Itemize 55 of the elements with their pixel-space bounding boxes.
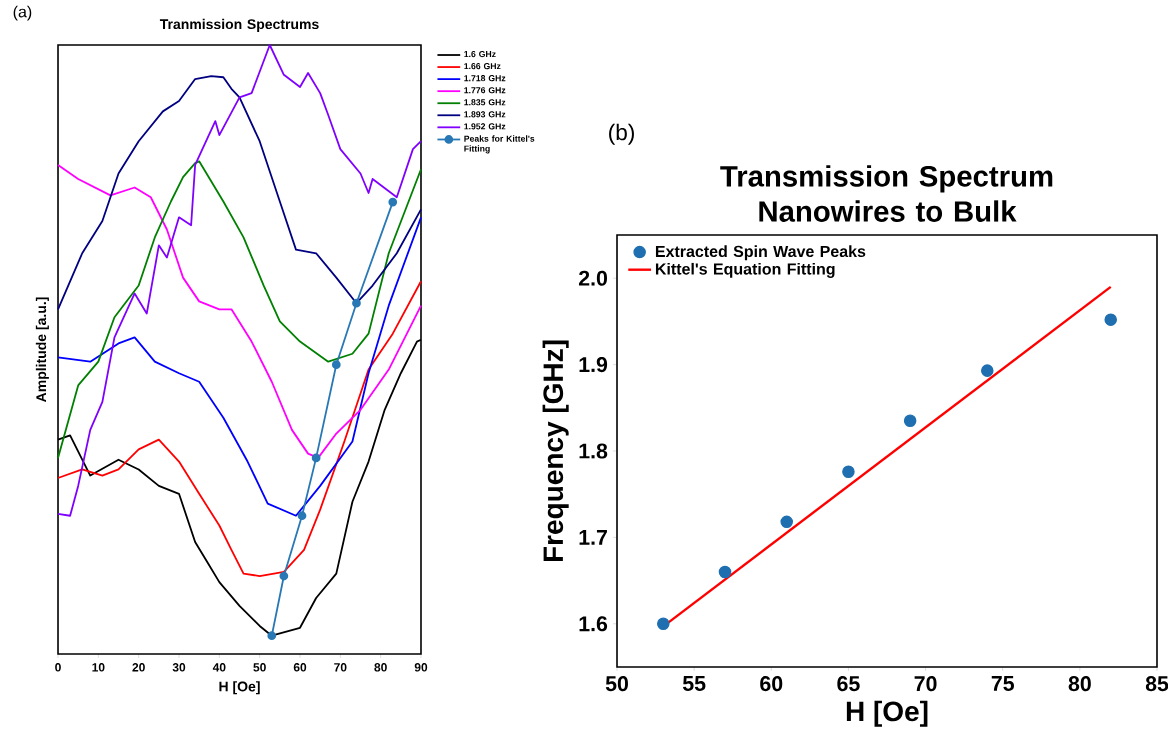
point [780,515,793,529]
x-tick-label: 70 [334,663,347,672]
legend-label: 1.66 GHz [464,63,501,70]
x-axis-title: H [Oe] [846,700,928,727]
chart-title: Tranmission Spectrums [159,18,319,32]
y-tick-label: 1.8 [579,443,608,459]
point [842,465,855,478]
x-tick-label: 10 [92,663,105,672]
point [388,197,398,207]
x-tick-label: 30 [172,663,186,672]
y-tick-label: 2.0 [578,270,608,286]
chart-title: Transmission Spectrum Nanowires to Bulk [720,165,1053,222]
x-tick-label: 40 [212,663,226,672]
y-axis-title: Frequency [GHz] [542,340,569,562]
x-tick-label: 65 [837,676,860,692]
point [297,511,307,521]
y-tick-label: 1.6 [579,616,608,632]
x-tick-label: 0 [55,663,61,672]
legend-label: 1.718 GHz [464,75,506,82]
x-tick-label: 50 [605,676,628,692]
point [311,453,321,463]
legend-label: Extracted Spin Wave Peaks [655,245,866,261]
point [267,631,277,641]
legend-label: 1.952 GHz [464,123,506,130]
point [903,414,917,428]
x-tick-label: 75 [991,676,1014,691]
x-tick-label: 60 [293,663,307,672]
text: (b) [609,123,634,145]
text: (a) [13,5,32,21]
x-tick-label: 60 [760,676,783,692]
point [718,565,732,579]
legend-label: 1.835 GHz [464,99,506,106]
y-axis-title: Amplitude [a.u.] [35,297,49,403]
x-axis-title: H [Oe] [219,681,260,695]
legend-label: 1.893 GHz [464,111,506,118]
x-tick-label: 50 [253,663,266,672]
point [981,364,994,377]
y-tick-label: 1.9 [579,357,608,373]
y-tick-label: 1.7 [579,530,607,545]
point [279,571,289,581]
legend-label: 1.6 GHz [464,51,496,58]
x-tick-label: 80 [374,663,387,672]
legend-label: 1.776 GHz [464,87,506,94]
x-tick-label: 55 [682,676,706,691]
legend-label: Peaks for Kittel's Fitting [464,135,535,154]
point [1104,313,1117,326]
x-tick-label: 70 [914,676,937,692]
x-tick-label: 80 [1068,676,1091,692]
x-tick-label: 20 [132,663,145,672]
legend-label: Kittel's Equation Fitting [655,262,835,278]
x-tick-label: 90 [414,663,428,672]
x-tick-label: 85 [1145,676,1168,692]
point [657,617,670,631]
point [352,298,361,308]
point [331,360,341,370]
